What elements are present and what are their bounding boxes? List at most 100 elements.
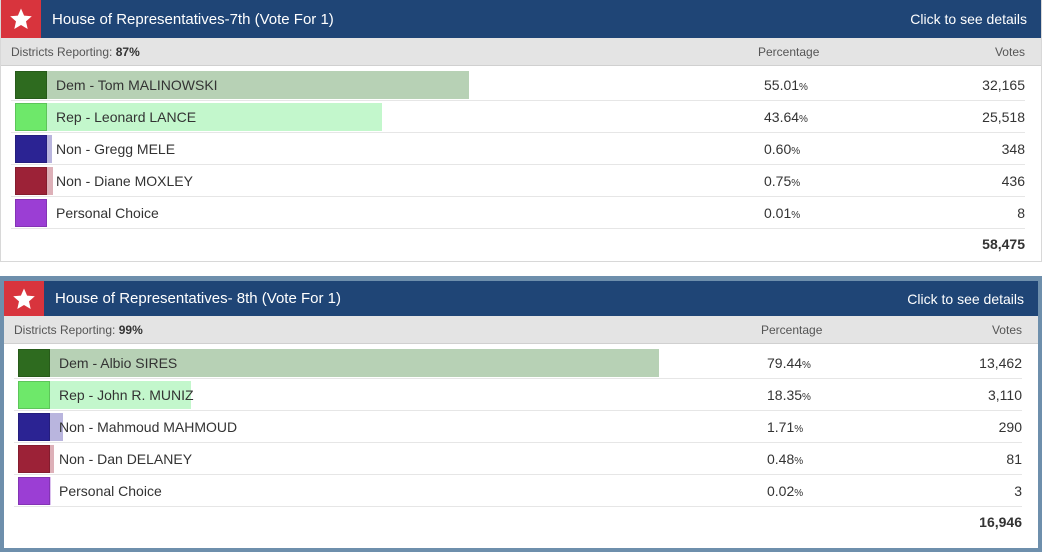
percent-sign: % — [794, 456, 804, 467]
race-panel-7th: House of Representatives-7th (Vote For 1… — [0, 0, 1042, 262]
percent-sign: % — [791, 146, 801, 157]
results-subheader: Districts Reporting: 99% Percentage Vote… — [4, 316, 1038, 344]
candidate-row: Rep - John R. MUNIZ 18.35% 3,110 — [14, 380, 1022, 411]
candidate-votes: 81 — [1006, 451, 1022, 467]
vote-share-bar — [47, 135, 52, 163]
candidate-name: Non - Gregg MELE — [56, 141, 176, 157]
districts-reporting-label: Districts Reporting: — [11, 45, 113, 59]
percentage-value: 0.60 — [764, 141, 792, 157]
race-panel-8th: House of Representatives- 8th (Vote For … — [0, 276, 1042, 552]
candidate-name: Dem - Albio SIRES — [59, 355, 178, 371]
vote-share-bar — [47, 71, 469, 99]
details-link[interactable]: Click to see details — [910, 11, 1027, 27]
candidate-percentage: 0.60% — [764, 141, 800, 157]
candidate-list: Dem - Tom MALINOWSKI 55.01% 32,165 Rep - Le… — [11, 70, 1025, 229]
party-color-swatch — [18, 477, 50, 505]
percentage-column-header: Percentage — [758, 45, 820, 59]
party-color-swatch — [15, 71, 47, 99]
candidate-percentage: 79.44% — [767, 355, 811, 371]
districts-reporting: Districts Reporting: 99% — [14, 323, 143, 337]
votes-column-header: Votes — [994, 45, 1025, 59]
vote-share-bar — [47, 103, 382, 131]
candidate-percentage: 18.35% — [767, 387, 811, 403]
votes-column-header: Votes — [991, 323, 1022, 337]
candidate-percentage: 0.75% — [764, 173, 800, 189]
candidate-votes: 436 — [1001, 173, 1025, 189]
percent-sign: % — [794, 424, 804, 435]
candidate-name: Personal Choice — [56, 205, 159, 221]
race-header[interactable]: House of Representatives- 8th (Vote For … — [4, 281, 1038, 316]
candidate-percentage: 1.71% — [767, 419, 803, 435]
percent-sign: % — [794, 488, 804, 499]
candidate-name: Rep - John R. MUNIZ — [59, 387, 194, 403]
candidate-name: Non - Mahmoud MAHMOUD — [59, 419, 238, 435]
candidate-votes: 348 — [1001, 141, 1025, 157]
star-icon — [1, 0, 41, 38]
party-color-swatch — [18, 349, 50, 377]
percent-sign: % — [791, 210, 801, 221]
districts-reporting: Districts Reporting: 87% — [11, 45, 140, 59]
vote-share-bar — [50, 445, 54, 473]
percentage-value: 0.75 — [764, 173, 792, 189]
details-link[interactable]: Click to see details — [907, 290, 1024, 307]
race-title: House of Representatives- 8th (Vote For … — [55, 290, 341, 307]
candidate-row: Non - Gregg MELE 0.60% 348 — [11, 134, 1025, 165]
percentage-value: 1.71 — [767, 419, 795, 435]
percentage-column-header: Percentage — [761, 323, 823, 337]
candidate-name: Rep - Leonard LANCE — [56, 109, 197, 125]
percentage-value: 0.48 — [767, 451, 795, 467]
percentage-value: 79.44 — [767, 355, 803, 371]
party-color-swatch — [15, 199, 47, 227]
candidate-row: Personal Choice 0.02% 3 — [14, 476, 1022, 507]
party-color-swatch — [18, 381, 50, 409]
candidate-row: Dem - Albio SIRES 79.44% 13,462 — [14, 348, 1022, 379]
candidate-percentage: 43.64% — [764, 109, 808, 125]
total-votes: 16,946 — [979, 514, 1022, 530]
candidate-votes: 32,165 — [982, 77, 1025, 93]
candidate-votes: 13,462 — [979, 355, 1022, 371]
party-color-swatch — [18, 445, 50, 473]
vote-share-bar — [47, 167, 53, 195]
candidate-row: Rep - Leonard LANCE 43.64% 25,518 — [11, 102, 1025, 133]
candidate-votes: 8 — [1017, 205, 1025, 221]
percent-sign: % — [802, 392, 811, 403]
candidate-name: Personal Choice — [59, 483, 162, 499]
districts-reporting-value: 99% — [118, 323, 143, 337]
vote-share-bar — [50, 381, 191, 409]
candidate-votes: 3 — [1014, 483, 1022, 499]
percentage-value: 0.02 — [767, 483, 795, 499]
districts-reporting-value: 87% — [115, 45, 140, 59]
candidate-row: Personal Choice 0.01% 8 — [11, 198, 1025, 229]
candidate-row: Non - Dan DELANEY 0.48% 81 — [14, 444, 1022, 475]
total-votes: 58,475 — [982, 236, 1025, 252]
candidate-name: Non - Diane MOXLEY — [56, 173, 193, 189]
party-color-swatch — [18, 413, 50, 441]
candidate-percentage: 0.01% — [764, 205, 800, 221]
percentage-value: 18.35 — [767, 387, 803, 403]
race-header[interactable]: House of Representatives-7th (Vote For 1… — [1, 0, 1041, 38]
star-icon — [4, 281, 44, 316]
percent-sign: % — [799, 82, 808, 93]
party-color-swatch — [15, 167, 47, 195]
results-subheader: Districts Reporting: 87% Percentage Vote… — [1, 38, 1041, 66]
percentage-value: 55.01 — [764, 77, 800, 93]
candidate-votes: 290 — [998, 419, 1022, 435]
party-color-swatch — [15, 103, 47, 131]
percent-sign: % — [799, 114, 808, 125]
candidate-row: Dem - Tom MALINOWSKI 55.01% 32,165 — [11, 70, 1025, 101]
candidate-votes: 3,110 — [988, 387, 1022, 403]
candidate-name: Non - Dan DELANEY — [59, 451, 193, 467]
vote-share-bar — [50, 349, 660, 377]
percentage-value: 0.01 — [764, 205, 792, 221]
candidate-percentage: 55.01% — [764, 77, 808, 93]
districts-reporting-label: Districts Reporting: — [14, 323, 116, 337]
candidate-row: Non - Mahmoud MAHMOUD 1.71% 290 — [14, 412, 1022, 443]
candidate-list: Dem - Albio SIRES 79.44% 13,462 Rep - John … — [14, 348, 1022, 507]
percentage-value: 43.64 — [764, 109, 800, 125]
candidate-percentage: 0.02% — [767, 483, 803, 499]
race-title: House of Representatives-7th (Vote For 1… — [52, 10, 334, 28]
candidate-row: Non - Diane MOXLEY 0.75% 436 — [11, 166, 1025, 197]
candidate-name: Dem - Tom MALINOWSKI — [56, 77, 218, 93]
candidate-votes: 25,518 — [982, 109, 1025, 125]
total-votes-row: 58,475 — [11, 230, 1025, 256]
